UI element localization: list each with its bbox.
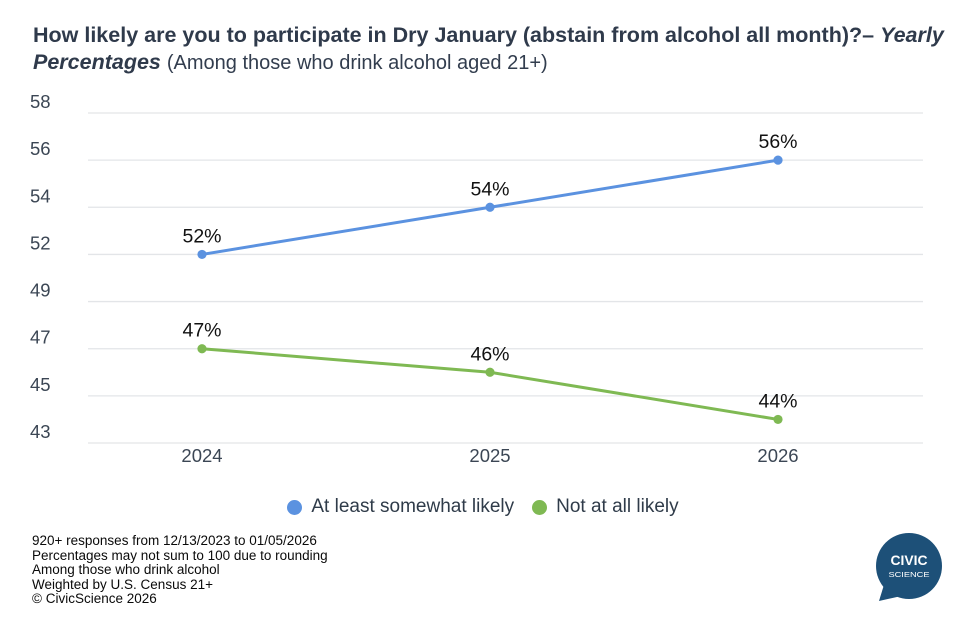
footnote-copyright: © CivicScience 2026: [32, 591, 157, 606]
logo-circle: [876, 533, 942, 599]
logo-text-science: SCIENCE: [889, 570, 930, 579]
y-axis-tick-label: 56: [30, 138, 51, 159]
chart-title: How likely are you to participate in Dry…: [33, 22, 963, 77]
y-axis-tick-label: 43: [30, 421, 51, 442]
x-axis-tick-label: 2025: [469, 445, 510, 466]
legend-dot-blue-icon: [287, 499, 303, 515]
y-axis-tick-label: 45: [30, 374, 51, 395]
y-axis-tick-label: 52: [30, 232, 51, 253]
footnotes-block: 920+ responses from 12/13/2023 to 01/05/…: [32, 533, 328, 607]
data-point: [485, 367, 495, 377]
data-point-label: 54%: [470, 178, 509, 200]
footnote-population: Among those who drink alcohol: [32, 562, 220, 577]
chart-title-emphasis: Yearly Percentages: [33, 23, 944, 75]
data-point-label: 56%: [758, 131, 797, 153]
data-point-label: 44%: [758, 390, 797, 412]
data-point: [197, 344, 207, 354]
legend-item-not-at-all-likely: Not at all likely: [532, 496, 679, 518]
logo-text-civic: CIVIC: [891, 553, 928, 568]
line-chart-plot: 58 56 54 52 49 47 45 43 2024 2025 2026 52% 54% 56% 47%…: [30, 91, 923, 466]
y-axis-tick-label: 58: [30, 91, 51, 112]
data-point: [197, 249, 207, 260]
chart-title-subtitle: (Among those who drink alcohol aged 21+): [166, 52, 548, 75]
data-point: [773, 155, 783, 165]
data-point-label: 52%: [182, 225, 221, 247]
y-axis-tick-label: 54: [30, 185, 51, 206]
data-point-label: 46%: [470, 343, 509, 365]
legend-label: Not at all likely: [556, 496, 679, 517]
legend-item-at-least-somewhat-likely: At least somewhat likely: [287, 496, 514, 518]
civicscience-logo: CIVIC SCIENCE: [876, 533, 942, 601]
x-axis-tick-label: 2024: [181, 445, 222, 466]
y-axis-tick-label: 47: [30, 327, 51, 348]
legend-label: At least somewhat likely: [311, 496, 515, 517]
legend-dot-green-icon: [532, 499, 548, 515]
data-point: [485, 202, 495, 212]
footnote-rounding: Percentages may not sum to 100 due to ro…: [32, 547, 328, 563]
chart-title-main: How likely are you to participate in Dry…: [33, 23, 875, 48]
data-point-label: 47%: [182, 320, 221, 342]
footnote-weighting: Weighted by U.S. Census 21+: [32, 576, 213, 592]
y-axis-tick-label: 49: [30, 280, 51, 301]
x-axis-tick-label: 2026: [757, 445, 798, 466]
data-point: [773, 414, 783, 425]
chart-legend: At least somewhat likely Not at all like…: [0, 496, 966, 518]
footnote-responses: 920+ responses from 12/13/2023 to 01/05/…: [32, 533, 317, 548]
